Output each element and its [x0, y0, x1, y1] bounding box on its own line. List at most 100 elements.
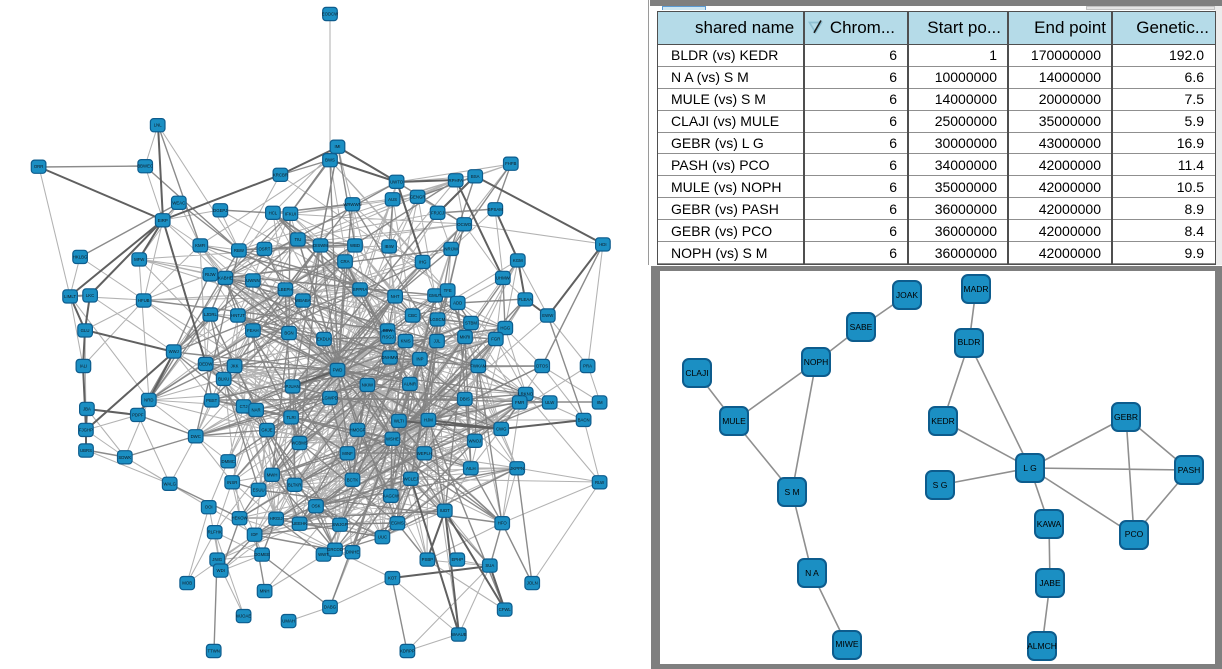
svg-text:GRCOD: GRCOD — [327, 547, 343, 552]
svg-text:UUC: UUC — [378, 535, 387, 540]
svg-text:JOAK: JOAK — [896, 290, 919, 300]
svg-text:BSA: BSA — [471, 174, 480, 179]
svg-text:DINHE: DINHE — [346, 550, 360, 555]
svg-text:OCWO: OCWO — [457, 222, 472, 227]
svg-text:RLFHK: RLFHK — [208, 530, 222, 535]
svg-text:BBWEC: BBWEC — [137, 164, 153, 169]
svg-text:BACN: BACN — [578, 417, 590, 422]
svg-text:S G: S G — [933, 480, 948, 490]
svg-text:RBW: RBW — [234, 248, 245, 253]
svg-text:EIRP: EIRP — [158, 218, 168, 223]
svg-text:SDWK: SDWK — [118, 455, 131, 460]
svg-text:N A: N A — [805, 568, 819, 578]
svg-text:BPSAM: BPSAM — [488, 207, 503, 212]
svg-text:NRD: NRD — [144, 397, 153, 402]
svg-text:PASH: PASH — [1178, 465, 1201, 475]
svg-text:UWTO: UWTO — [390, 179, 404, 184]
svg-text:FEAH: FEAH — [247, 328, 258, 333]
svg-text:MFW: MFW — [134, 257, 145, 262]
svg-text:TTWN: TTWN — [207, 649, 219, 654]
svg-text:IIM: IIM — [597, 400, 603, 405]
svg-text:WBD: WBD — [350, 243, 360, 248]
svg-text:HFO: HFO — [498, 521, 508, 526]
svg-text:LGWPD: LGWPD — [322, 396, 338, 401]
svg-text:JJL: JJL — [434, 339, 441, 344]
svg-text:CTJ: CTJ — [240, 404, 248, 409]
svg-text:AILH: AILH — [466, 466, 476, 471]
svg-text:EKDLK: EKDLK — [317, 337, 331, 342]
svg-text:OOI: OOI — [205, 505, 213, 510]
svg-text:CRA: CRA — [340, 259, 349, 264]
svg-text:HKLBG: HKLBG — [73, 254, 88, 259]
svg-text:KAWA: KAWA — [1037, 519, 1062, 529]
svg-text:WDI: WDI — [217, 568, 225, 573]
svg-text:JABE: JABE — [1039, 578, 1061, 588]
svg-text:BGN: BGN — [284, 331, 293, 336]
svg-text:IHG: IHG — [419, 259, 427, 264]
svg-text:DMMC: DMMC — [222, 459, 235, 464]
svg-text:LKC: LKC — [86, 293, 94, 298]
svg-text:HMOGF: HMOGF — [350, 427, 366, 432]
svg-text:WAAUB: WAAUB — [451, 632, 467, 637]
svg-text:KMFI: KMFI — [195, 243, 205, 248]
svg-text:ULW: ULW — [545, 400, 555, 405]
svg-text:NOPH: NOPH — [804, 357, 829, 367]
svg-text:EPHP: EPHP — [451, 557, 463, 562]
svg-text:JKK: JKK — [231, 364, 239, 369]
svg-text:PJUAN: PJUAN — [286, 384, 300, 389]
svg-text:RSGJ: RSGJ — [382, 335, 393, 340]
svg-text:AUS: AUS — [388, 197, 397, 202]
svg-text:KRCBR: KRCBR — [273, 172, 288, 177]
svg-text:TLRI: TLRI — [286, 415, 295, 420]
svg-text:LNL: LNL — [154, 123, 162, 128]
svg-text:WWJ: WWJ — [169, 349, 179, 354]
svg-text:HRGIJ: HRGIJ — [270, 516, 283, 521]
svg-text:KABHE: KABHE — [218, 275, 233, 280]
svg-text:HGG: HGG — [500, 326, 510, 331]
svg-text:ADD: ADD — [453, 300, 462, 305]
svg-text:RLW: RLW — [595, 480, 605, 485]
svg-text:KEDR: KEDR — [931, 416, 955, 426]
svg-text:IUDT: IUDT — [440, 508, 450, 513]
svg-text:LIMLT: LIMLT — [64, 294, 76, 299]
svg-text:HNTJT: HNTJT — [231, 313, 245, 318]
svg-text:IMI: IMI — [335, 144, 341, 149]
svg-text:KNIS: KNIS — [401, 339, 411, 344]
svg-text:FRJCJ: FRJCJ — [431, 210, 444, 215]
svg-text:TFE: TFE — [444, 288, 452, 293]
svg-text:RIJW: RIJW — [205, 272, 216, 277]
svg-text:MKRI: MKRI — [460, 335, 471, 340]
svg-text:PSBP: PSBP — [422, 557, 434, 562]
svg-text:DTOS: DTOS — [536, 364, 548, 369]
svg-text:FGR: FGR — [491, 337, 500, 342]
svg-text:MNH: MNH — [260, 589, 270, 594]
svg-text:LRKNO: LRKNO — [518, 391, 533, 396]
svg-text:STBM: STBM — [465, 321, 477, 326]
svg-text:WSHE: WSHE — [386, 436, 399, 441]
svg-text:BBW: BBW — [383, 328, 394, 333]
svg-text:S M: S M — [784, 487, 799, 497]
svg-text:HJM: HJM — [424, 417, 433, 422]
svg-text:WLTI: WLTI — [394, 418, 404, 423]
svg-text:FHFB: FHFB — [505, 161, 516, 166]
svg-text:DNHMW: DNHMW — [381, 355, 399, 360]
svg-text:LGSCM: LGSCM — [430, 317, 446, 322]
svg-text:WWT: WWT — [318, 552, 329, 557]
svg-text:BLTKR: BLTKR — [288, 482, 302, 487]
svg-text:RPHFA: RPHFA — [449, 178, 463, 183]
svg-text:WEAC: WEAC — [172, 200, 185, 205]
svg-text:BLDR: BLDR — [958, 337, 981, 347]
svg-text:DGEPJ: DGEPJ — [213, 208, 227, 213]
svg-text:FJGHP: FJGHP — [79, 427, 93, 432]
svg-text:IBIW: IBIW — [384, 244, 394, 249]
svg-text:EGMS: EGMS — [391, 521, 404, 526]
svg-text:MOB: MOB — [182, 581, 192, 586]
svg-text:WCLEJ: WCLEJ — [404, 476, 419, 481]
svg-text:PRA: PRA — [583, 364, 592, 369]
svg-text:KOT: KOT — [388, 576, 397, 581]
svg-text:HEKOW: HEKOW — [231, 516, 248, 521]
svg-text:JNIG: JNIG — [212, 557, 222, 562]
svg-text:INSR: INSR — [227, 480, 237, 485]
svg-text:CLAJI: CLAJI — [685, 368, 708, 378]
svg-text:GENGR: GENGR — [410, 194, 426, 199]
